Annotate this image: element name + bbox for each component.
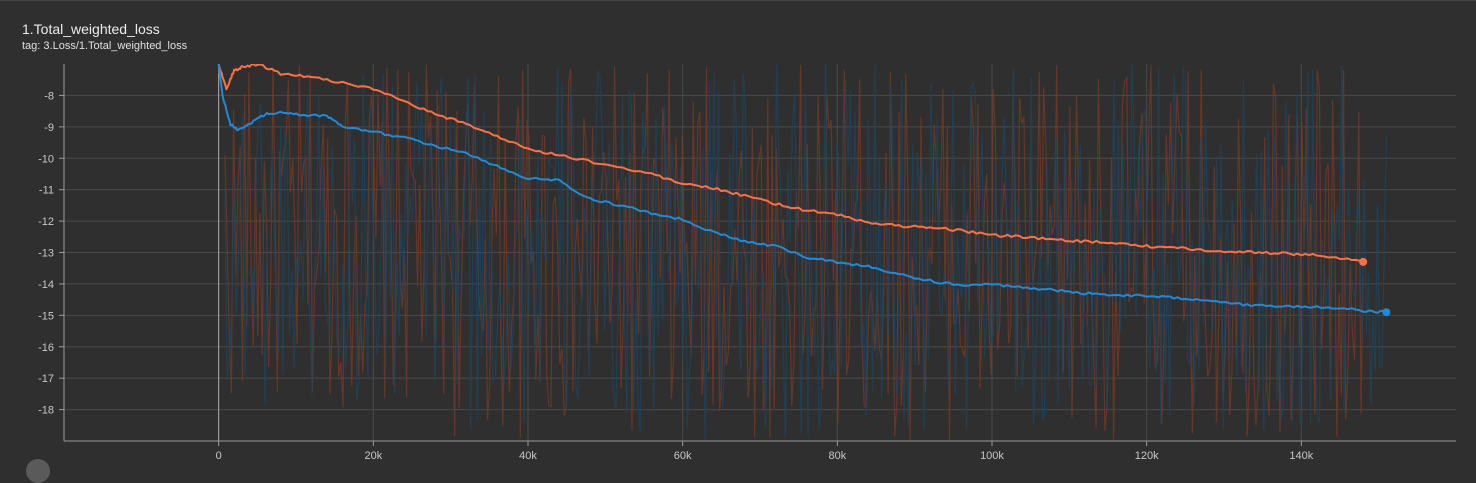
expand-icon[interactable]: [26, 459, 50, 483]
y-tick-label: -8: [44, 90, 54, 102]
smoothed-line-1: [217, 64, 1387, 314]
y-tick-label: -12: [38, 216, 54, 228]
x-tick-label: 80k: [828, 450, 846, 462]
card-title: 1.Total_weighted_loss: [22, 21, 160, 37]
y-tick-label: -18: [38, 405, 54, 417]
y-tick-label: -9: [44, 122, 54, 134]
grid: [64, 64, 1456, 441]
end-points: [1359, 257, 1391, 317]
tick-labels: -8 -9 -10 -11 -12 -13 -14 -15 -16 -17 -18 0 20k 40k 60…: [38, 90, 1314, 462]
y-tick-label: -15: [38, 310, 54, 322]
y-tick-label: -16: [38, 342, 54, 354]
x-tick-label: 140k: [1289, 450, 1313, 462]
last-point-1: [1382, 308, 1391, 317]
axes: [59, 64, 1456, 446]
smoothed-series: [217, 64, 1387, 314]
card-tag: tag: 3.Loss/1.Total_weighted_loss: [22, 40, 188, 52]
x-tick-label: 100k: [980, 450, 1004, 462]
x-tick-label: 120k: [1135, 450, 1159, 462]
x-tick-label: 60k: [674, 450, 692, 462]
loss-chart[interactable]: -8 -9 -10 -11 -12 -13 -14 -15 -16 -17 -18 0 20k 40k 60…: [0, 1, 1476, 466]
y-tick-label: -17: [38, 373, 54, 385]
smoothed-line-0: [217, 64, 1364, 263]
last-point-0: [1359, 257, 1368, 266]
y-tick-label: -14: [38, 279, 54, 291]
raw-trace-0: [224, 64, 1364, 441]
y-tick-label: -11: [39, 185, 54, 197]
y-tick-label: -13: [38, 248, 54, 260]
x-tick-label: 40k: [519, 450, 537, 462]
x-tick-label: 20k: [364, 450, 382, 462]
raw-trace-1: [224, 64, 1387, 440]
raw-series: [224, 64, 1387, 441]
y-tick-label: -10: [38, 153, 54, 165]
x-tick-label: 0: [216, 450, 222, 462]
